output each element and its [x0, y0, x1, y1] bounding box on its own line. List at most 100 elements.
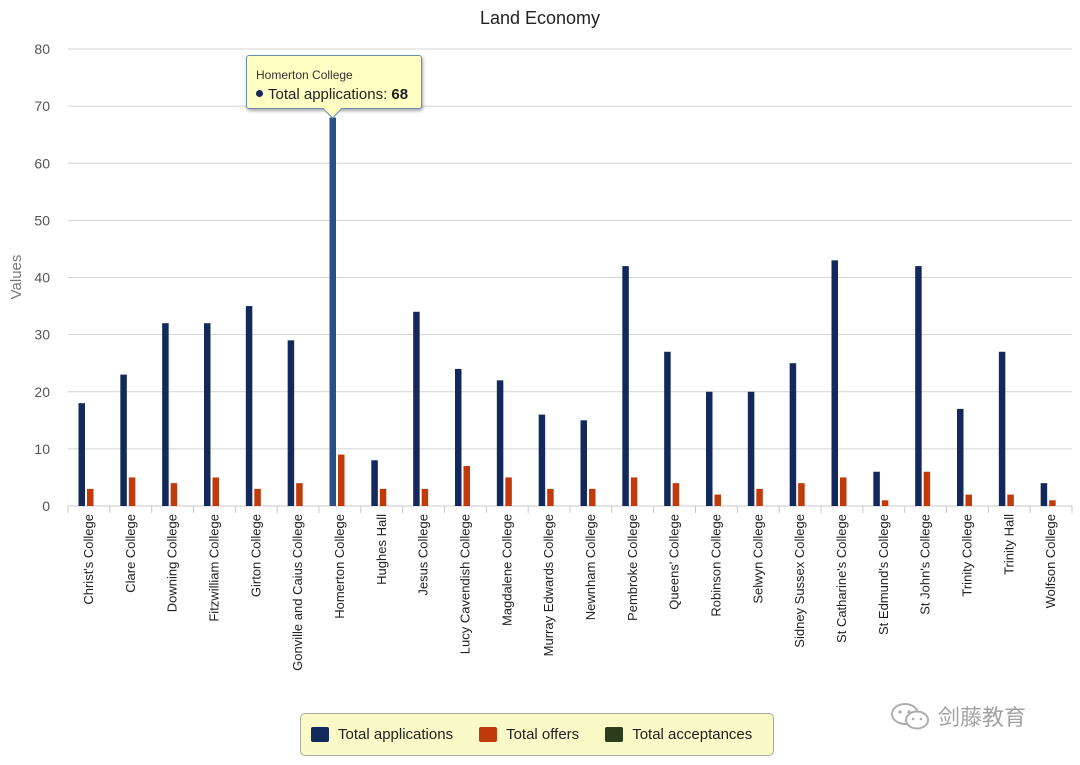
bar-total-applications — [496, 380, 504, 506]
x-category-label: Hughes Hall — [374, 514, 389, 585]
bar-total-applications — [1040, 483, 1048, 506]
bar-total-offers — [630, 477, 638, 506]
x-category-label: Queens' College — [667, 514, 682, 610]
bar-total-applications — [120, 374, 127, 506]
x-category-label: Gonville and Caius College — [290, 514, 305, 671]
x-category-label: Wolfson College — [1043, 514, 1058, 608]
bar-total-applications — [789, 363, 797, 506]
bar-total-applications — [831, 260, 838, 506]
y-tick-label: 20 — [34, 384, 50, 400]
x-category-label: Homerton College — [332, 514, 347, 619]
bar-total-offers — [1007, 494, 1014, 506]
x-category-label: Trinity College — [959, 514, 974, 597]
y-tick-label: 40 — [34, 270, 50, 286]
chart-title: Land Economy — [480, 8, 600, 28]
bar-total-offers — [798, 483, 805, 506]
bar-total-applications — [455, 368, 462, 506]
bar-total-applications — [622, 266, 629, 506]
bar-total-offers — [589, 488, 596, 506]
bar-total-applications — [747, 391, 755, 506]
x-category-label: Magdalene College — [499, 514, 514, 626]
bar-total-applications — [664, 351, 671, 506]
legend-item-offers[interactable]: Total offers — [479, 726, 579, 743]
x-category-label: Jesus College — [416, 514, 431, 596]
legend-label-applications: Total applications — [338, 726, 454, 743]
bar-total-applications — [580, 420, 587, 506]
x-category-label: Clare College — [123, 514, 138, 593]
bar-total-applications — [287, 340, 295, 506]
bar-total-applications — [915, 266, 922, 506]
bar-total-offers — [547, 488, 554, 506]
bar-total-offers — [714, 494, 721, 506]
legend-item-acceptances[interactable]: Total acceptances — [605, 726, 752, 743]
legend-label-offers: Total offers — [506, 726, 580, 743]
bar-total-offers — [128, 477, 136, 506]
bar-total-offers — [881, 500, 889, 506]
x-category-label: Downing College — [165, 514, 180, 612]
bar-total-offers — [923, 471, 931, 506]
bar-total-offers — [379, 488, 387, 506]
y-axis-label: Values — [8, 255, 25, 300]
legend: Total applications Total offers Total ac… — [300, 713, 774, 756]
bar-total-offers — [338, 454, 345, 506]
x-category-label: Girton College — [248, 514, 263, 597]
x-category-label: Murray Edwards College — [541, 514, 556, 656]
bar-total-offers — [672, 483, 680, 506]
tooltip-series-label: Total applications: — [268, 86, 392, 103]
bar-total-applications — [873, 471, 880, 506]
y-tick-label: 80 — [34, 41, 50, 57]
x-category-label: St Edmund's College — [876, 514, 891, 635]
bar-total-offers — [840, 477, 847, 506]
y-tick-label: 10 — [34, 441, 50, 457]
legend-item-applications[interactable]: Total applications — [311, 726, 453, 743]
x-category-label: Christ's College — [81, 514, 96, 605]
bar-total-offers — [756, 488, 763, 506]
legend-label-acceptances: Total acceptances — [632, 726, 753, 743]
tooltip-title: Homerton College — [256, 68, 353, 82]
x-category-label: Pembroke College — [625, 514, 640, 621]
y-tick-label: 60 — [34, 155, 50, 171]
bar-total-applications — [957, 408, 964, 506]
y-tick-label: 30 — [34, 327, 50, 343]
bar-total-offers — [254, 488, 261, 506]
bar-total-applications — [998, 351, 1006, 506]
bar-total-applications — [538, 414, 546, 506]
bar-total-offers — [505, 477, 512, 506]
bar-total-applications — [371, 460, 378, 506]
legend-swatch-applications — [311, 727, 329, 742]
bar-total-offers — [463, 466, 470, 506]
legend-swatch-offers — [479, 727, 498, 742]
bar-total-offers — [1049, 500, 1056, 506]
tooltip-value: 68 — [391, 86, 409, 103]
watermark-text: 剑藤教育 — [938, 705, 1027, 730]
y-tick-label: 70 — [34, 98, 50, 114]
x-category-label: Newnham College — [583, 514, 598, 620]
x-category-label: Sidney Sussex College — [792, 514, 807, 648]
y-tick-label: 50 — [34, 212, 50, 228]
wechat-logo-icon — [891, 703, 929, 730]
x-category-label: Lucy Cavendish College — [457, 514, 472, 654]
bar-total-offers — [421, 488, 429, 506]
bar-total-applications — [204, 323, 211, 506]
legend-swatch-acceptances — [605, 727, 624, 742]
x-category-label: Trinity Hall — [1001, 514, 1016, 575]
bar-total-offers — [170, 483, 178, 506]
watermark: 剑藤教育 — [890, 700, 1026, 732]
bar-total-offers — [965, 494, 972, 506]
bar-total-applications — [78, 403, 85, 506]
bar-total-applications — [706, 391, 713, 506]
x-category-label: St Catharine's College — [834, 514, 849, 643]
x-category-label: Robinson College — [708, 514, 723, 617]
bar-total-applications — [245, 306, 253, 506]
y-tick-label: 0 — [42, 498, 50, 514]
bar-total-applications — [329, 117, 336, 507]
x-category-label: Fitzwilliam College — [206, 514, 221, 622]
bar-total-offers — [87, 488, 94, 506]
x-category-label: St John's College — [918, 514, 933, 615]
tooltip: Homerton College Total applications: 68 — [246, 55, 422, 109]
tooltip-row: Total applications: 68 — [256, 86, 421, 104]
bar-total-offers — [212, 477, 219, 506]
bar-total-offers — [296, 483, 303, 506]
tooltip-bullet-icon — [256, 90, 263, 97]
